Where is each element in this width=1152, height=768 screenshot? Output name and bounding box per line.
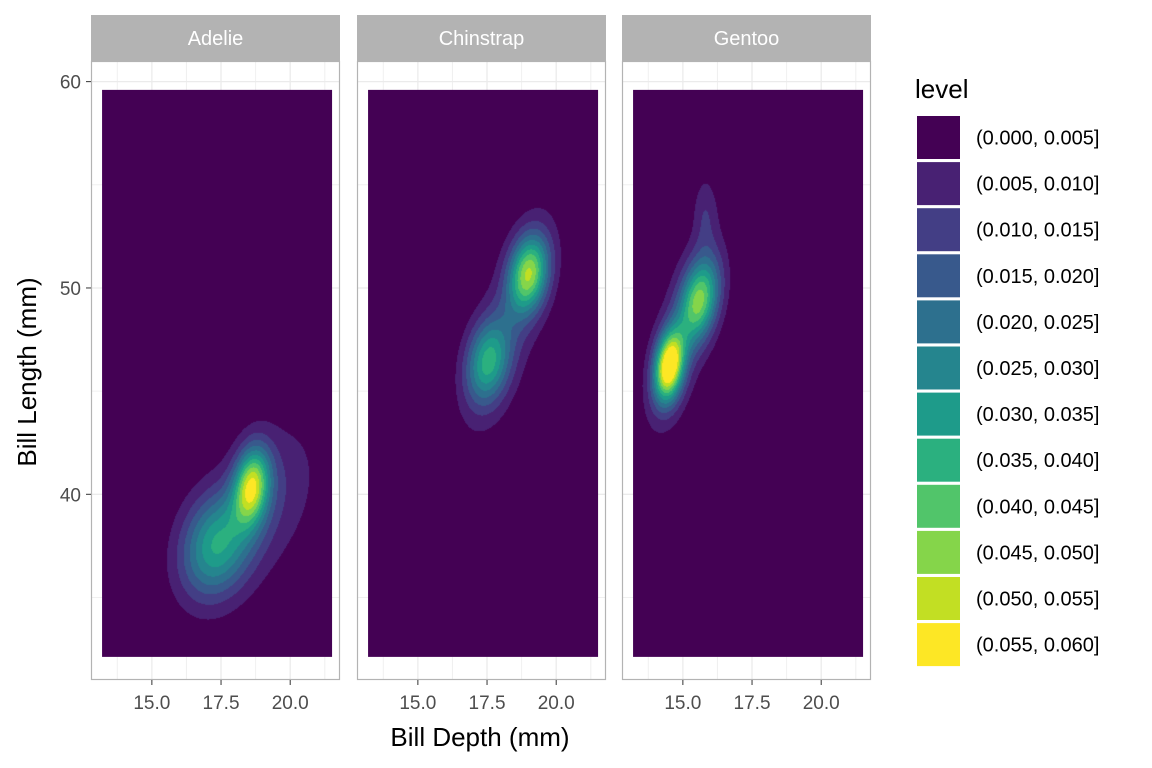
facet-strip [91,15,340,61]
legend-key [917,438,960,482]
legend-key [917,530,960,574]
legend-label: (0.015, 0.020] [976,266,1099,288]
facet-strip [357,15,606,61]
legend-key [917,300,960,344]
legend-label: (0.005, 0.010] [976,174,1099,196]
facet-panel-chinstrap: Chinstrap 15.0 17.5 20.0 [356,15,607,714]
legend-item: (0.035, 0.040] [917,438,1099,482]
x-tick-label: 15.0 [399,693,436,714]
legend-key [917,484,960,528]
x-tick-label: 15.0 [664,693,701,714]
legend-label: (0.020, 0.025] [976,312,1099,334]
legend-item: (0.050, 0.055] [917,577,1099,620]
legend-item: (0.010, 0.015] [917,208,1099,252]
facet-strip-label: Gentoo [714,28,780,50]
legend-key [917,623,960,667]
legend-item: (0.000, 0.005] [917,116,1099,159]
x-tick-label: 15.0 [133,693,170,714]
legend-item: (0.030, 0.035] [917,392,1099,436]
legend-key [917,208,960,252]
x-tick-label: 20.0 [538,693,575,714]
legend-label: (0.045, 0.050] [976,542,1099,564]
legend-label: (0.050, 0.055] [976,589,1099,611]
density-contour-fill [633,89,864,657]
legend-label: (0.000, 0.005] [976,128,1099,150]
x-tick-label: 20.0 [803,693,840,714]
x-tick-label: 17.5 [203,693,240,714]
facet-panels: Adelie 15.0 17.5 20.0 40 50 60 Chinstrap 15.0 17.… [60,15,872,714]
legend-key [917,254,960,298]
panel-border [356,60,607,681]
legend-label: (0.040, 0.045] [976,496,1099,518]
facet-panel-gentoo: Gentoo 15.0 17.5 20.0 [621,15,872,714]
legend-key [917,116,960,159]
legend-item: (0.045, 0.050] [917,530,1099,574]
legend-key [917,577,960,620]
legend-key [917,162,960,206]
facet-strip [622,15,871,61]
legend-items: (0.000, 0.005] (0.005, 0.010] (0.010, 0.01… [917,116,1099,667]
legend-label: (0.035, 0.040] [976,450,1099,472]
y-axis-title: Bill Length (mm) [12,277,42,466]
legend-key [917,392,960,436]
legend-label: (0.055, 0.060] [976,635,1099,657]
facet-panel-adelie: Adelie 15.0 17.5 20.0 40 50 60 [60,15,341,714]
x-tick-label: 17.5 [734,693,771,714]
facet-strip-label: Adelie [188,28,244,50]
legend-item: (0.020, 0.025] [917,300,1099,344]
x-tick-label: 17.5 [469,693,506,714]
y-tick-label: 60 [60,73,81,94]
panel-border [621,60,872,681]
legend-item: (0.040, 0.045] [917,484,1099,528]
x-tick-label: 20.0 [272,693,309,714]
legend-title: level [915,74,968,104]
x-axis-title: Bill Depth (mm) [390,722,569,752]
legend-item: (0.005, 0.010] [917,162,1099,206]
facet-strip-label: Chinstrap [439,28,525,50]
legend-key [917,346,960,390]
panel-border [90,60,341,681]
y-tick-label: 40 [60,485,81,506]
legend: level (0.000, 0.005] (0.005, 0.010] (0.010… [915,74,1099,667]
legend-label: (0.025, 0.030] [976,358,1099,380]
legend-label: (0.010, 0.015] [976,220,1099,242]
legend-item: (0.055, 0.060] [917,623,1099,667]
legend-item: (0.015, 0.020] [917,254,1099,298]
legend-label: (0.030, 0.035] [976,404,1099,426]
y-tick-label: 50 [60,279,81,300]
legend-item: (0.025, 0.030] [917,346,1099,390]
density-contour-fill [102,89,333,657]
density-contour-fill [368,89,599,657]
